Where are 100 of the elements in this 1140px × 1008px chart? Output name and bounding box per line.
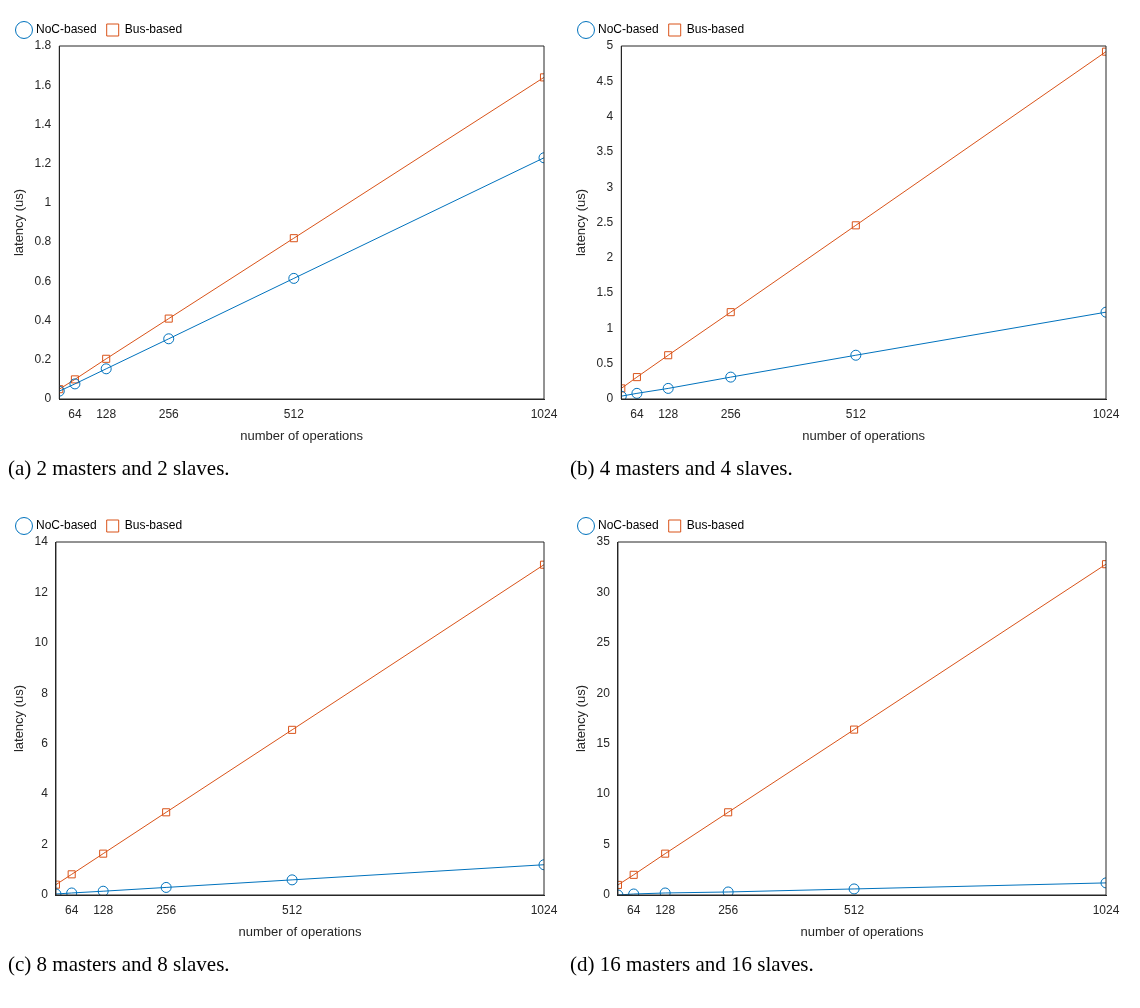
y-tick-label: 12 (34, 584, 49, 599)
point (288, 725, 297, 734)
y-tick-label: 20 (596, 685, 611, 700)
point (629, 870, 638, 879)
text: (c) 8 masters and 8 slaves. (8, 952, 231, 977)
y-tick-label: 10 (596, 786, 611, 801)
point (99, 849, 108, 858)
x-tick-label: 1024 (530, 406, 558, 421)
y-tick-label: 4 (606, 108, 614, 123)
point (725, 371, 737, 383)
point (288, 272, 300, 284)
point (69, 378, 81, 390)
legend-label: Bus-based (686, 518, 745, 533)
x-tick-label: 512 (283, 406, 305, 421)
point (162, 808, 171, 817)
x-axis-title: number of operations (240, 427, 364, 443)
point (163, 333, 175, 345)
y-tick-label: 2 (606, 250, 614, 265)
point (850, 725, 859, 734)
legend-label: NoC-based (36, 22, 97, 37)
x-tick-label: 256 (156, 902, 177, 917)
y-tick-label: 8 (41, 685, 49, 700)
y-axis-title: latency (us) (573, 188, 589, 257)
y-tick-label: 0.4 (34, 312, 52, 327)
y-tick-label: 6 (41, 736, 49, 751)
y-tick-label: 1 (44, 195, 52, 210)
x-tick-label: 1024 (1092, 406, 1120, 421)
point (662, 382, 674, 394)
legend-label: NoC-based (36, 518, 97, 533)
x-axis-title: number of operations (238, 923, 362, 939)
y-tick-label: 0.6 (34, 273, 52, 288)
point (726, 308, 735, 317)
point (724, 808, 733, 817)
y-tick-label: 15 (596, 736, 611, 751)
point (67, 870, 76, 879)
point (289, 234, 298, 243)
y-tick-label: 1.8 (34, 38, 52, 53)
y-tick-label: 2.5 (596, 214, 614, 229)
x-axis-title: number of operations (800, 923, 924, 939)
point (850, 349, 862, 361)
point (631, 387, 643, 399)
point (286, 874, 298, 886)
y-tick-label: 5 (606, 38, 614, 53)
text: (a) 2 masters and 2 slaves. (8, 456, 231, 481)
point (97, 885, 109, 895)
y-tick-label: 10 (34, 635, 49, 650)
x-tick-label: 128 (655, 902, 676, 917)
legend-label: Bus-based (124, 518, 183, 533)
x-tick-label: 512 (844, 902, 865, 917)
y-tick-label: 1 (606, 320, 614, 335)
legend-label: NoC-based (598, 518, 659, 533)
point (848, 883, 860, 895)
y-tick-label: 3 (606, 179, 614, 194)
y-tick-label: 30 (596, 584, 611, 599)
legend-label: Bus-based (686, 22, 745, 37)
x-tick-label: 64 (65, 902, 79, 917)
y-tick-label: 0 (606, 391, 614, 406)
x-tick-label: 256 (718, 902, 739, 917)
point (70, 375, 79, 384)
x-tick-label: 512 (845, 406, 867, 421)
point (851, 221, 860, 230)
y-tick-label: 0.8 (34, 234, 52, 249)
x-tick-label: 512 (282, 902, 303, 917)
x-tick-label: 256 (720, 406, 742, 421)
y-tick-label: 1.6 (34, 77, 52, 92)
y-tick-label: 0.5 (596, 356, 614, 371)
x-tick-label: 128 (96, 406, 117, 421)
y-tick-label: 3.5 (596, 144, 614, 159)
text: (b) 4 masters and 4 slaves. (570, 456, 794, 481)
point (160, 881, 172, 893)
point (722, 886, 734, 895)
x-axis-title: number of operations (802, 427, 926, 443)
y-tick-label: 5 (603, 836, 611, 851)
y-tick-label: 35 (596, 534, 611, 549)
point (664, 351, 673, 360)
legend-label: Bus-based (124, 22, 183, 37)
x-tick-label: 128 (658, 406, 679, 421)
y-tick-label: 1.2 (34, 155, 52, 170)
y-tick-label: 0 (41, 887, 49, 902)
y-tick-label: 14 (34, 534, 49, 549)
y-tick-label: 4.5 (596, 73, 614, 88)
x-tick-label: 64 (68, 406, 82, 421)
y-tick-label: 2 (41, 836, 49, 851)
y-tick-label: 25 (596, 635, 611, 650)
point (102, 354, 111, 363)
y-tick-label: 0 (44, 391, 52, 406)
x-tick-label: 64 (630, 406, 644, 421)
y-tick-label: 4 (41, 786, 49, 801)
point (632, 373, 641, 382)
point (164, 314, 173, 323)
x-tick-label: 64 (627, 902, 641, 917)
x-tick-label: 256 (158, 406, 180, 421)
y-tick-label: 0 (603, 887, 611, 902)
x-tick-label: 128 (93, 902, 114, 917)
y-axis-title: latency (us) (11, 684, 27, 753)
point (100, 363, 112, 375)
legend-label: NoC-based (598, 22, 659, 37)
y-axis-title: latency (us) (11, 188, 27, 257)
text: (d) 16 masters and 16 slaves. (570, 952, 815, 977)
y-axis-title: latency (us) (573, 684, 589, 753)
